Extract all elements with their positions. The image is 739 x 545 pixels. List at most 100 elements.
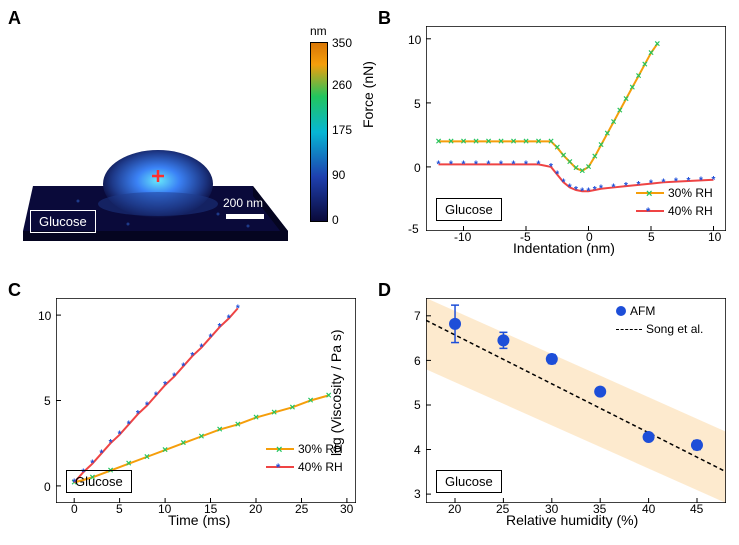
d-yt4: 7: [414, 309, 421, 323]
svg-text:×: ×: [536, 136, 542, 147]
svg-text:*: *: [712, 175, 716, 186]
svg-text:*: *: [568, 182, 572, 193]
d-legend-song-text: Song et al.: [646, 322, 703, 336]
svg-text:×: ×: [636, 71, 642, 82]
svg-text:*: *: [537, 159, 541, 170]
svg-text:×: ×: [548, 136, 554, 147]
svg-text:*: *: [437, 159, 441, 170]
svg-text:*: *: [512, 159, 516, 170]
cb-unit: nm: [310, 24, 327, 38]
svg-text:×: ×: [436, 136, 442, 147]
svg-text:*: *: [109, 438, 113, 449]
cb-t2: 175: [332, 123, 352, 137]
c-xt3: 15: [204, 502, 217, 516]
svg-text:×: ×: [199, 431, 205, 442]
b-legend-40-text: 40% RH: [668, 204, 713, 218]
svg-text:*: *: [699, 175, 703, 186]
svg-text:×: ×: [217, 425, 223, 436]
colorbar: [310, 42, 328, 222]
svg-text:*: *: [462, 159, 466, 170]
svg-text:*: *: [200, 343, 204, 354]
glucose-box-d: Glucose: [436, 470, 502, 493]
panel-b-ylabel: Force (nN): [360, 61, 376, 128]
svg-text:*: *: [136, 409, 140, 420]
svg-text:×: ×: [567, 157, 573, 168]
svg-text:*: *: [227, 314, 231, 325]
panel-c: C Indentation (nm) Time (ms) ×××××××××××…: [8, 280, 360, 530]
b-xt0: -10: [454, 230, 471, 244]
c-xt1: 5: [116, 502, 123, 516]
svg-text:*: *: [118, 430, 122, 441]
svg-text:*: *: [145, 401, 149, 412]
svg-text:*: *: [127, 419, 131, 430]
b-yt3: 10: [408, 33, 421, 47]
panel-a: A: [8, 8, 360, 258]
svg-text:×: ×: [586, 162, 592, 173]
b-yt1: 0: [414, 161, 421, 175]
svg-text:*: *: [487, 159, 491, 170]
panel-b: B Force (nN) Indentation (nm) ××××××××××…: [378, 8, 730, 258]
svg-text:×: ×: [523, 136, 529, 147]
d-xt5: 45: [690, 502, 703, 516]
svg-text:*: *: [163, 380, 167, 391]
d-xt4: 40: [642, 502, 655, 516]
c-yt0: 0: [44, 480, 51, 494]
figure-root: A: [0, 0, 739, 545]
glucose-box-b: Glucose: [436, 198, 502, 221]
cb-t3: 260: [332, 78, 352, 92]
d-xt0: 20: [448, 502, 461, 516]
panel-d: D log (Viscosity / Pa s) Relative humidi…: [378, 280, 730, 530]
svg-text:×: ×: [611, 117, 617, 128]
svg-text:×: ×: [289, 402, 295, 413]
svg-text:×: ×: [623, 94, 629, 105]
svg-text:×: ×: [579, 166, 585, 177]
c-legend-40-text: 40% RH: [298, 460, 343, 474]
svg-text:×: ×: [126, 459, 132, 470]
svg-text:×: ×: [642, 59, 648, 70]
svg-text:×: ×: [598, 140, 604, 151]
svg-text:*: *: [593, 185, 597, 196]
cb-t1: 90: [332, 168, 345, 182]
svg-text:×: ×: [648, 48, 654, 59]
svg-text:*: *: [524, 159, 528, 170]
b-legend-30-text: 30% RH: [668, 186, 713, 200]
svg-text:*: *: [599, 184, 603, 195]
d-legend-afm-text: AFM: [630, 304, 655, 318]
svg-text:×: ×: [617, 106, 623, 117]
d-yt0: 3: [414, 487, 421, 501]
b-yt0: -5: [408, 222, 419, 236]
svg-text:×: ×: [180, 438, 186, 449]
d-legend-afm: AFM: [616, 304, 655, 318]
svg-text:*: *: [555, 170, 559, 181]
svg-text:*: *: [574, 185, 578, 196]
b-xt4: 10: [708, 230, 721, 244]
panel-a-label: A: [8, 8, 21, 29]
svg-text:*: *: [100, 448, 104, 459]
b-xt1: -5: [520, 230, 531, 244]
panel-c-xlabel: Time (ms): [168, 512, 230, 528]
svg-text:×: ×: [629, 83, 635, 94]
svg-text:×: ×: [604, 129, 610, 140]
svg-text:×: ×: [461, 136, 467, 147]
svg-text:*: *: [172, 372, 176, 383]
c-yt1: 5: [44, 394, 51, 408]
c-xt4: 20: [249, 502, 262, 516]
d-yt3: 6: [414, 354, 421, 368]
d-xt3: 35: [593, 502, 606, 516]
svg-text:×: ×: [308, 396, 314, 407]
svg-text:×: ×: [162, 445, 168, 456]
svg-text:×: ×: [253, 413, 259, 424]
c-yt2: 10: [38, 309, 51, 323]
cb-t0: 0: [332, 213, 339, 227]
panel-b-label: B: [378, 8, 391, 29]
svg-text:×: ×: [561, 150, 567, 161]
panel-d-refline: [426, 320, 726, 472]
svg-text:×: ×: [498, 136, 504, 147]
svg-text:×: ×: [592, 152, 598, 163]
svg-text:×: ×: [144, 452, 150, 463]
c-xt6: 30: [340, 502, 353, 516]
svg-text:*: *: [209, 332, 213, 343]
svg-text:*: *: [154, 390, 158, 401]
d-xt1: 25: [496, 502, 509, 516]
svg-text:*: *: [190, 351, 194, 362]
